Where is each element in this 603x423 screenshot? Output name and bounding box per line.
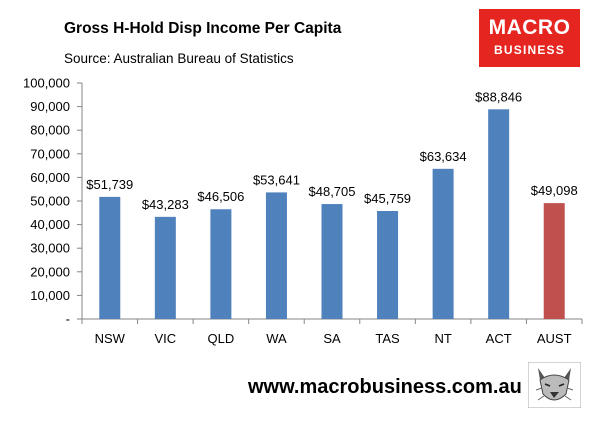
y-tick-label: 80,000 [30,123,70,138]
y-tick-label: 50,000 [30,194,70,209]
bar [488,109,510,319]
x-tick-label: TAS [375,331,400,346]
y-tick-label: 40,000 [30,217,70,232]
macrobusiness-logo: MACRO BUSINESS [479,9,580,67]
x-tick-label: NSW [95,331,126,346]
x-tick-label: ACT [486,331,512,346]
x-tick-label: SA [323,331,341,346]
y-tick-label: - [66,312,70,327]
x-tick-label: VIC [154,331,176,346]
data-label: $51,739 [86,177,133,192]
y-tick-label: 30,000 [30,241,70,256]
footer-url: www.macrobusiness.com.au [248,376,522,398]
bar [210,209,232,319]
data-label: $48,705 [309,184,356,199]
chart-subtitle: Source: Australian Bureau of Statistics [64,51,294,66]
x-tick-label: AUST [537,331,572,346]
bar [99,196,121,319]
chart-title: Gross H-Hold Disp Income Per Capita [64,20,342,37]
data-label: $49,098 [531,183,578,198]
bar [432,168,454,319]
data-label: $45,759 [364,191,411,206]
x-tick-label: QLD [208,331,235,346]
logo-line-2: BUSINESS [494,43,565,57]
y-tick-label: 10,000 [30,288,70,303]
bar [321,204,343,319]
wolf-icon [527,361,582,409]
bar [543,203,565,319]
y-tick-label: 70,000 [30,146,70,161]
x-tick-label: NT [434,331,451,346]
data-label: $88,846 [475,89,522,104]
y-tick-label: 20,000 [30,264,70,279]
data-label: $43,283 [142,197,189,212]
bar [377,211,399,319]
x-tick-label: WA [266,331,287,346]
data-label: $63,634 [420,149,467,164]
y-tick-label: 60,000 [30,170,70,185]
y-tick-label: 90,000 [30,99,70,114]
bar [265,192,287,319]
logo-line-1: MACRO [488,16,571,39]
bar [154,216,176,319]
y-tick-label: 100,000 [23,76,70,91]
data-label: $46,506 [197,189,244,204]
data-label: $53,641 [253,172,300,187]
